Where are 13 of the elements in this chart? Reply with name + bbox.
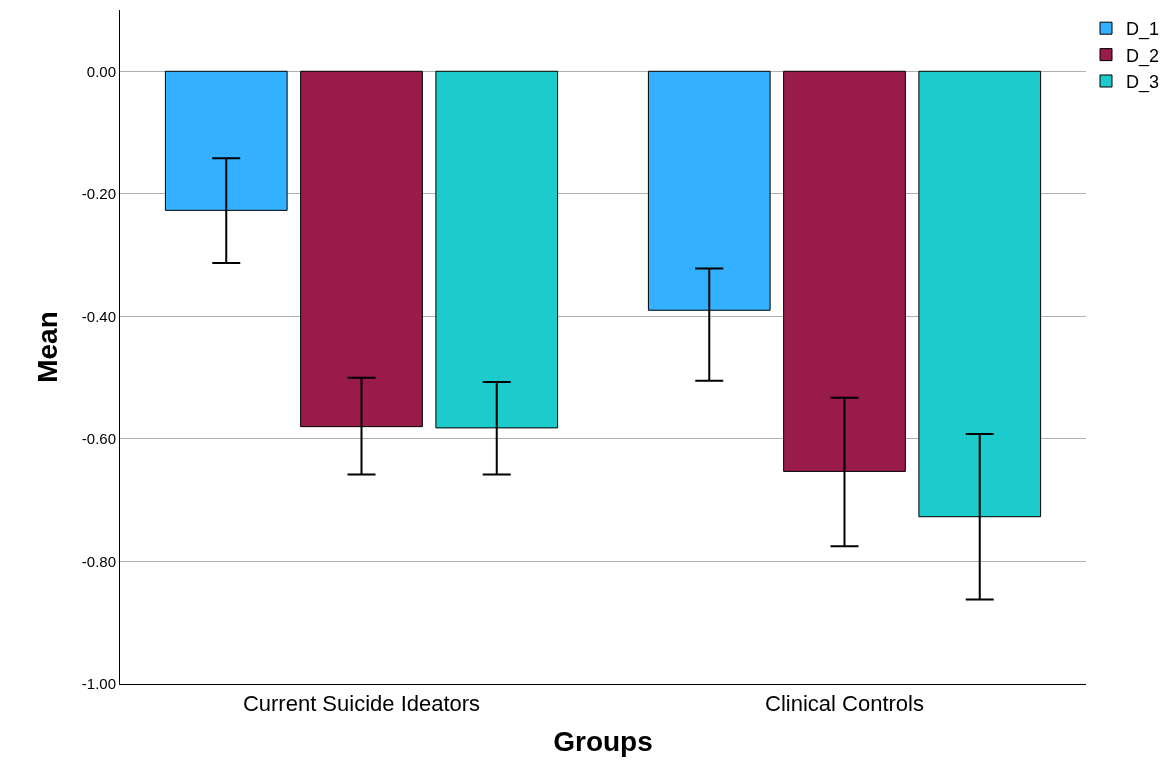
x-tick-label: Clinical Controls — [765, 691, 924, 717]
legend-label: D_3 — [1126, 72, 1160, 94]
y-axis-title: Mean — [32, 311, 64, 383]
y-tick-label: 0.00 — [86, 62, 116, 80]
x-tick-label: Current Suicide Ideators — [242, 691, 481, 717]
y-tick-label: -0.80 — [81, 552, 116, 570]
y-tick-label: -0.20 — [81, 185, 116, 203]
y-tick-label: -0.60 — [81, 430, 116, 448]
y-tick-label: -1.00 — [81, 675, 116, 693]
legend-label: D_1 — [1126, 19, 1160, 41]
y-tick-label: -0.40 — [81, 307, 116, 325]
legend-label: D_2 — [1126, 45, 1160, 67]
x-axis-title: Groups — [553, 725, 653, 757]
